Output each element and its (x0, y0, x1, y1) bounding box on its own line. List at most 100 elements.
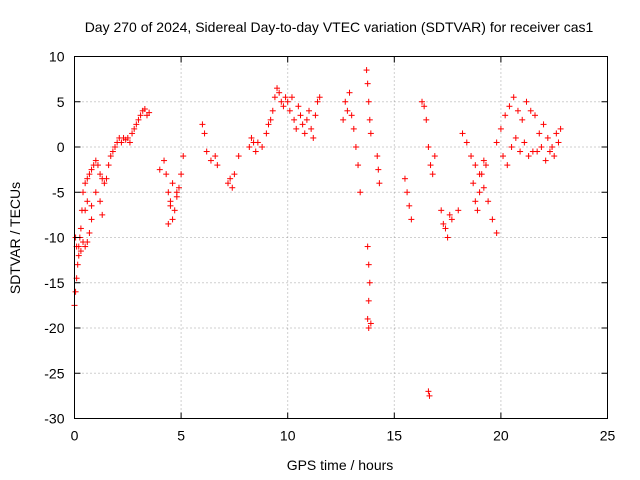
y-tick-label: -5 (52, 184, 65, 200)
data-point (169, 216, 176, 223)
data-point (146, 109, 153, 116)
data-point (297, 112, 304, 119)
data-point (502, 112, 509, 119)
data-point (310, 134, 317, 141)
data-point (156, 166, 163, 173)
data-point (80, 189, 87, 196)
data-point (99, 211, 106, 218)
data-point (364, 80, 371, 87)
data-point (536, 130, 543, 137)
data-point (549, 144, 556, 150)
data-point (107, 153, 114, 160)
data-point (259, 144, 266, 150)
data-point (84, 198, 91, 205)
data-point (363, 67, 370, 74)
data-point (301, 130, 308, 137)
data-point (126, 139, 133, 146)
data-point (94, 162, 101, 169)
data-point (288, 94, 295, 101)
data-point (365, 98, 372, 105)
data-point (88, 166, 95, 173)
data-point (340, 116, 347, 123)
data-point (375, 166, 382, 173)
data-point (555, 139, 562, 146)
data-point (510, 94, 517, 101)
data-point (225, 180, 232, 187)
data-point (512, 134, 519, 141)
data-point (426, 392, 433, 399)
data-point (421, 103, 428, 110)
data-point (84, 175, 91, 182)
data-point (367, 130, 374, 137)
data-point (282, 94, 289, 101)
data-point (169, 180, 176, 187)
data-point (180, 153, 187, 160)
data-point (254, 139, 261, 146)
data-point (364, 315, 371, 322)
data-point (540, 121, 547, 128)
data-point (478, 171, 485, 178)
data-point (523, 98, 530, 105)
data-point (293, 125, 300, 132)
x-tick-label: 10 (280, 428, 296, 444)
y-tick-label: -15 (44, 275, 64, 291)
data-point (199, 121, 206, 128)
data-point (161, 157, 168, 164)
data-point (86, 171, 93, 178)
data-point (105, 162, 112, 169)
x-tick-label: 20 (493, 428, 509, 444)
data-point (248, 134, 255, 141)
data-point (508, 144, 515, 150)
data-point (459, 130, 466, 137)
data-point (274, 85, 281, 92)
x-axis-label: GPS time / hours (287, 457, 394, 473)
data-point (525, 153, 532, 160)
data-point (374, 153, 381, 160)
data-point (348, 112, 355, 119)
data-point (429, 171, 436, 178)
data-point (401, 175, 408, 182)
data-point (131, 125, 138, 132)
y-tick-label: 5 (57, 94, 65, 110)
data-point (314, 98, 321, 105)
data-point (231, 171, 238, 178)
data-point (88, 202, 95, 209)
data-point (406, 202, 413, 209)
data-point (480, 157, 487, 164)
data-point (135, 116, 142, 123)
data-point (86, 229, 93, 236)
data-point (534, 148, 541, 155)
data-point (364, 243, 371, 250)
y-tick-label: 10 (49, 49, 65, 65)
data-point (419, 98, 426, 105)
data-point (352, 144, 359, 150)
data-point (365, 297, 372, 304)
data-point (489, 216, 496, 223)
data-point (376, 180, 383, 187)
data-point (267, 116, 274, 123)
data-point (265, 121, 272, 128)
data-point (408, 216, 415, 223)
data-point (203, 148, 210, 155)
data-point (269, 107, 276, 114)
data-point (88, 216, 95, 223)
data-point (472, 162, 479, 169)
data-point (284, 98, 291, 105)
chart-title: Day 270 of 2024, Sidereal Day-to-day VTE… (85, 19, 594, 35)
data-point (171, 207, 178, 214)
data-point (357, 189, 364, 196)
data-point (350, 125, 357, 132)
data-point (137, 112, 144, 119)
data-point (366, 279, 373, 286)
data-point (303, 116, 310, 123)
data-point (101, 180, 108, 187)
data-point (75, 252, 82, 259)
data-point (109, 148, 116, 155)
data-point (468, 153, 475, 160)
data-point (82, 207, 89, 214)
data-point (532, 112, 539, 119)
data-points (71, 67, 564, 399)
data-point (551, 153, 558, 160)
data-point (103, 175, 110, 182)
